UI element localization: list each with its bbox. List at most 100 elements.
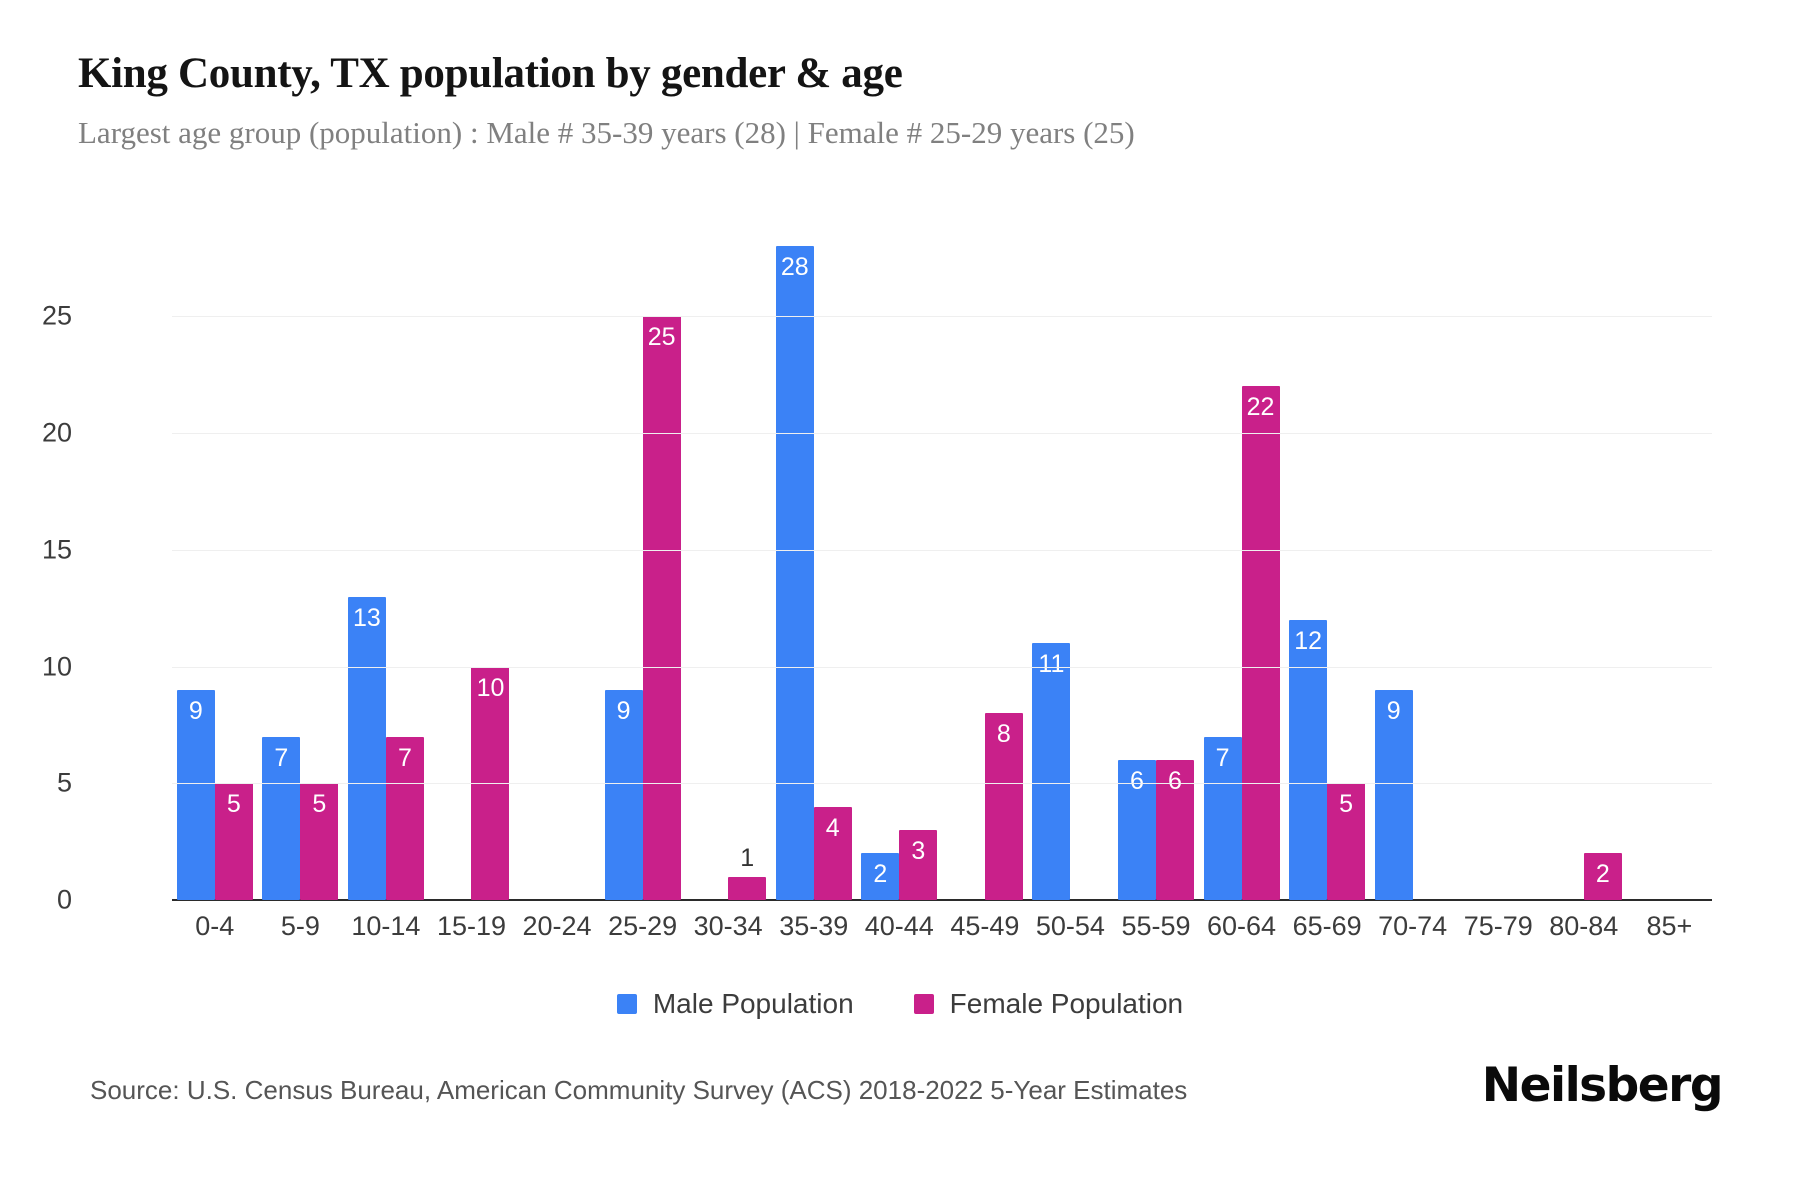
x-axis-labels: 0-4 5-9 10-14 15-19 20-24 25-29 30-34 35-39 40-4…: [172, 906, 1712, 946]
bar-value-label: 28: [780, 253, 809, 282]
male-bar-5-9[interactable]: 7: [262, 736, 301, 900]
x-axis-tick-label: 85+: [1646, 911, 1693, 941]
source-note: Source: U.S. Census Bureau, American Com…: [90, 1075, 1188, 1105]
x-axis-tick-label: 50-54: [1035, 911, 1105, 941]
female-bar-25-29[interactable]: 25: [642, 316, 681, 900]
x-axis-tick-label: 25-29: [608, 911, 678, 941]
bar-group-65-69: 12 5: [1284, 230, 1370, 900]
x-axis-tick-label: 75-79: [1463, 911, 1533, 941]
bar-value-label: 6: [1168, 766, 1182, 795]
bar-group-35-39: 28 4: [771, 230, 857, 900]
x-axis-tick-label: 10-14: [351, 911, 421, 941]
legend-swatch-male-icon: [616, 994, 637, 1014]
bar-value-label: 8: [996, 720, 1011, 749]
bar-group-45-49: 8: [942, 230, 1028, 900]
female-bar-5-9[interactable]: 5: [300, 783, 339, 900]
bar-group-25-29: 9 25: [600, 230, 686, 900]
x-axis-tick-label: 80-84: [1549, 911, 1619, 941]
legend-item-female[interactable]: Female Population: [913, 988, 1184, 1020]
bar-group-50-54: 11: [1028, 230, 1114, 900]
gridline: [172, 433, 1712, 435]
bar-group-60-64: 7 22: [1199, 230, 1285, 900]
bar-group-75-79: [1455, 230, 1541, 900]
female-bar-65-69[interactable]: 5: [1327, 783, 1366, 900]
male-bar-65-69[interactable]: 12: [1289, 619, 1328, 900]
legend-label-male: Male Population: [652, 988, 854, 1019]
female-bar-10-14[interactable]: 7: [385, 736, 424, 900]
x-axis-line: [172, 899, 1712, 901]
bar-value-label: 2: [1595, 860, 1610, 889]
x-axis-tick-label: 35-39: [779, 911, 849, 941]
y-axis-tick-label: 10: [41, 651, 72, 682]
male-bar-40-44[interactable]: 2: [861, 853, 900, 900]
bar-group-85+: [1627, 230, 1713, 900]
x-axis-tick-label: 20-24: [522, 911, 592, 941]
bar-value-label: 2: [873, 860, 888, 889]
male-bar-50-54[interactable]: 11: [1032, 643, 1071, 900]
bar-value-label: 9: [616, 696, 631, 725]
y-axis-tick-label: 20: [41, 417, 72, 448]
plot-area: 9 5 7 5 13 7 10 9 25 1 28 4 2 3 8 11 6 6 7 22 12 5 9 2 0 5 10 15 20…: [42, 230, 1712, 915]
bar-value-label: 9: [188, 696, 203, 725]
legend-label-female: Female Population: [949, 988, 1184, 1019]
male-bar-25-29[interactable]: 9: [604, 689, 643, 900]
male-bar-55-59[interactable]: 6: [1117, 759, 1156, 900]
y-axis-tick-label: 15: [41, 534, 72, 565]
female-bar-35-39[interactable]: 4: [813, 806, 852, 900]
female-bar-55-59[interactable]: 6: [1155, 759, 1194, 900]
page-title: King County, TX population by gender & a…: [78, 50, 903, 97]
bar-value-label: 3: [911, 836, 926, 865]
gridline: [172, 783, 1712, 785]
chart-subtitle: Largest age group (population) : Male # …: [78, 115, 1135, 150]
bar-value-label: 13: [353, 603, 381, 632]
x-axis-tick-label: 55-59: [1121, 911, 1191, 941]
bar-value-label: 12: [1294, 626, 1322, 655]
legend-swatch-female-icon: [913, 994, 934, 1014]
female-bar-30-34[interactable]: 1: [728, 844, 767, 900]
female-bar-0-4[interactable]: 5: [214, 783, 253, 900]
female-bar-45-49[interactable]: 8: [984, 713, 1023, 900]
male-bar-70-74[interactable]: 9: [1374, 689, 1413, 900]
bar-group-70-74: 9: [1370, 230, 1456, 900]
chart-legend: Male Population Female Population: [0, 988, 1800, 1020]
x-axis-tick-label: 5-9: [280, 911, 320, 941]
male-bar-0-4[interactable]: 9: [176, 689, 215, 900]
male-bar-60-64[interactable]: 7: [1203, 736, 1242, 900]
bar-group-30-34: 1: [685, 230, 771, 900]
bar-value-label: 22: [1246, 393, 1275, 422]
female-bar-60-64[interactable]: 22: [1241, 386, 1280, 900]
female-bar-80-84[interactable]: 2: [1583, 853, 1622, 900]
x-axis-tick-label: 45-49: [950, 911, 1020, 941]
bar-value-label: 5: [312, 790, 327, 819]
bar-value-label: 9: [1386, 696, 1401, 725]
female-bar-40-44[interactable]: 3: [899, 829, 938, 900]
male-bar-35-39[interactable]: 28: [775, 246, 814, 900]
x-axis-tick-label: 60-64: [1207, 911, 1277, 941]
bar-value-label: 7: [274, 743, 289, 772]
x-axis-tick-label: 30-34: [693, 911, 763, 941]
bar-value-label: 11: [1038, 650, 1065, 679]
bar-group-20-24: [514, 230, 600, 900]
bar-value-label: 7: [1215, 743, 1230, 772]
bar-value-label: 1: [740, 843, 755, 872]
x-axis-tick-label: 0-4: [195, 911, 235, 941]
male-bar-10-14[interactable]: 13: [347, 596, 386, 900]
bar-value-label: 5: [226, 790, 241, 819]
chart-header: King County, TX population by gender & a…: [78, 48, 1718, 153]
gridline: [172, 549, 1712, 551]
x-axis-tick-label: 15-19: [436, 911, 506, 941]
bar-value-label: 5: [1339, 790, 1354, 819]
bar-value-label: 7: [397, 743, 412, 772]
bar-value-label: 10: [476, 673, 505, 702]
bar-value-label: 4: [825, 813, 840, 842]
x-axis-tick-label: 65-69: [1292, 911, 1362, 941]
bar-groups: 9 5 7 5 13 7 10 9 25 1 28 4 2 3 8 11 6 6 7 22 12 5 9 2: [172, 230, 1712, 900]
legend-item-male[interactable]: Male Population: [616, 988, 854, 1020]
gridline: [172, 666, 1712, 668]
bar-value-label: 6: [1130, 766, 1144, 795]
y-axis-tick-label: 0: [56, 884, 72, 915]
